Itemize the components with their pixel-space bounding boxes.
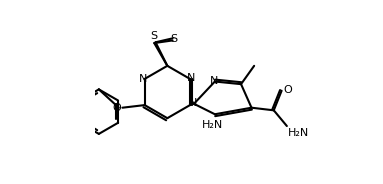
Text: O: O	[113, 103, 121, 113]
Text: O: O	[284, 85, 292, 95]
Text: S: S	[170, 34, 177, 44]
Text: H₂N: H₂N	[288, 128, 309, 138]
Text: N: N	[189, 98, 197, 108]
Text: S: S	[151, 31, 158, 41]
Text: H₂N: H₂N	[202, 120, 224, 130]
Text: N: N	[187, 73, 195, 83]
Text: N: N	[210, 75, 218, 86]
Text: N: N	[139, 74, 147, 84]
